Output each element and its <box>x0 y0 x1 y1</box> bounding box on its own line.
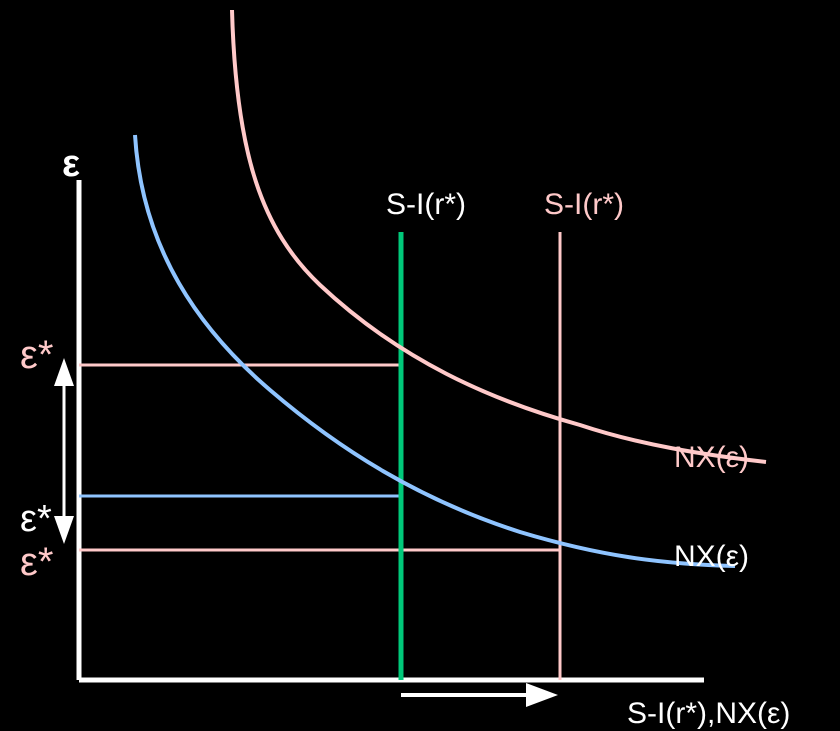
nx-blue-curve-label: NX(ε) <box>674 540 749 573</box>
lower-pink-equilibrium-label: ε* <box>20 540 53 584</box>
nx-pink-curve <box>230 9 767 464</box>
y-axis-label: ε <box>62 143 80 185</box>
horizontal-arrow-head <box>526 683 558 707</box>
upper-pink-equilibrium-label: ε* <box>20 333 53 377</box>
vertical-arrow-up-head <box>54 358 74 386</box>
nx-pink-curve-label: NX(ε) <box>674 441 749 474</box>
vertical-arrow-down-head <box>54 516 74 544</box>
x-axis-label: S-I(r*),NX(ε) <box>627 697 790 730</box>
middle-white-equilibrium-label: ε* <box>20 498 52 540</box>
green-s-i-label: S-I(r*) <box>386 188 466 221</box>
pink-s-i-label: S-I(r*) <box>544 188 624 221</box>
nx-blue-curve <box>133 134 736 568</box>
